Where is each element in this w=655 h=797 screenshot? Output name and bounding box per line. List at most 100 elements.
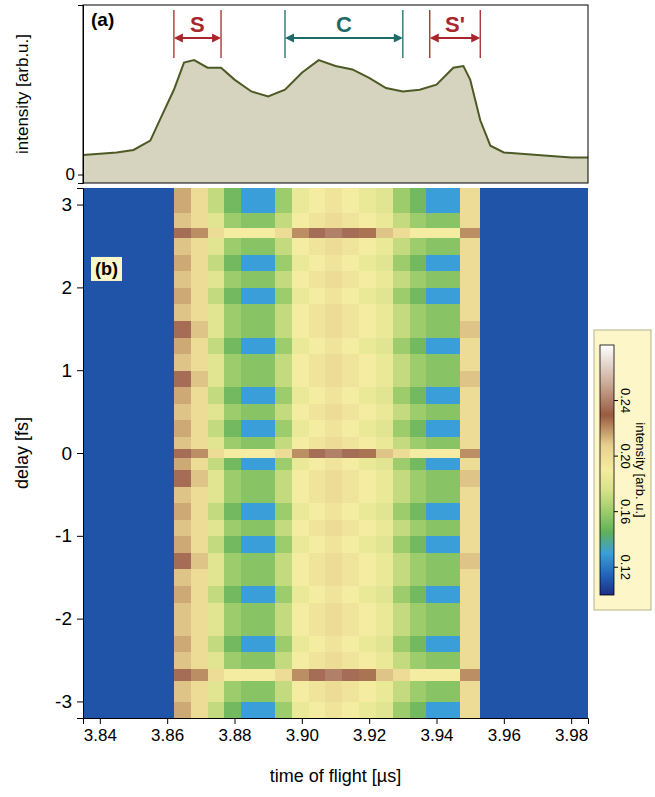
heatmap-cell	[191, 519, 208, 536]
heatmap-cell	[376, 668, 393, 681]
tick: 3.90	[286, 718, 319, 745]
heatmap-cell	[376, 681, 393, 702]
heatmap-cell	[376, 420, 393, 437]
tick: 3.96	[488, 718, 521, 745]
heatmap-cell	[480, 403, 588, 420]
heatmap-cell	[258, 552, 275, 569]
heatmap-cell	[275, 486, 292, 503]
heatmap-cell	[258, 486, 275, 503]
heatmap-cell	[426, 287, 443, 304]
heatmap-cell	[325, 420, 342, 437]
heatmap-cell	[325, 403, 342, 420]
heatmap-cell	[325, 681, 342, 702]
heatmap-cell	[292, 569, 309, 586]
panel-letter: (b)	[95, 259, 118, 279]
heatmap-cell	[309, 668, 326, 681]
heatmap-cell	[342, 470, 359, 487]
heatmap-cell	[325, 635, 342, 652]
heatmap-cell	[309, 536, 326, 553]
heatmap-cell	[325, 519, 342, 536]
heatmap-cell	[241, 519, 258, 536]
heatmap-cell	[174, 337, 191, 354]
heatmap-cell	[460, 569, 481, 586]
heatmap-cell	[275, 503, 292, 520]
heatmap-cell	[292, 354, 309, 371]
heatmap-cell	[376, 457, 393, 470]
x-axis-title: time of flight [µs]	[270, 766, 401, 786]
heatmap-cell	[174, 652, 191, 669]
heatmap-cell	[460, 370, 481, 387]
heatmap-cell	[224, 668, 241, 681]
heatmap-cell	[224, 337, 241, 354]
tick: 3	[61, 194, 83, 215]
heatmap-cell	[325, 586, 342, 603]
heatmap-cell	[174, 602, 191, 619]
annotation-arrow	[178, 37, 217, 39]
colorbar-tick	[614, 511, 618, 512]
heatmap-cell	[443, 387, 460, 404]
heatmap-cell	[480, 188, 588, 213]
heatmap-cell	[342, 552, 359, 569]
heatmap-cell	[309, 213, 326, 228]
heatmap-cell	[309, 701, 326, 718]
heatmap-cell	[208, 701, 225, 718]
heatmap-cell	[342, 619, 359, 636]
heatmap-cell	[376, 387, 393, 404]
heatmap-cell	[83, 403, 174, 420]
heatmap-cell	[376, 552, 393, 569]
heatmap-cell	[275, 254, 292, 271]
annotation-label: C	[336, 12, 352, 37]
heatmap-cell	[393, 701, 410, 718]
annotation: S	[174, 10, 221, 58]
heatmap-cell	[292, 213, 309, 228]
heatmap-cell	[83, 188, 174, 213]
heatmap-cell	[359, 457, 376, 470]
heatmap-cell	[443, 635, 460, 652]
colorbar-box	[594, 330, 651, 610]
heatmap-cell	[83, 228, 174, 238]
heatmap-cell	[443, 681, 460, 702]
heatmap-cell	[393, 635, 410, 652]
heatmap-cell	[275, 420, 292, 437]
heatmap-cell	[191, 188, 208, 213]
heatmap-cell	[393, 586, 410, 603]
heatmap-cell	[460, 602, 481, 619]
heatmap-cell	[208, 470, 225, 487]
heatmap-cell	[292, 228, 309, 238]
heatmap-cell	[325, 503, 342, 520]
heatmap-cell	[208, 449, 225, 458]
heatmap-cell	[460, 503, 481, 520]
heatmap-cell	[376, 436, 393, 449]
tick: 0	[61, 443, 83, 464]
heatmap-cell	[480, 470, 588, 487]
heatmap-cell	[241, 586, 258, 603]
heatmap-cell	[410, 602, 427, 619]
heatmap-cell	[208, 387, 225, 404]
heatmap-cell	[410, 635, 427, 652]
heatmap-cell	[410, 519, 427, 536]
heatmap-cell	[410, 586, 427, 603]
heatmap-cell	[174, 470, 191, 487]
heatmap-cell	[460, 254, 481, 271]
heatmap-cell	[258, 668, 275, 681]
heatmap-cell	[359, 436, 376, 449]
heatmap-cell	[208, 486, 225, 503]
heatmap-cell	[342, 668, 359, 681]
heatmap-cell	[309, 552, 326, 569]
colorbar-tick	[614, 400, 618, 401]
heatmap-cell	[275, 652, 292, 669]
heatmap-cell	[241, 287, 258, 304]
heatmap-cell	[342, 519, 359, 536]
heatmap-cell	[480, 503, 588, 520]
heatmap-cell	[342, 337, 359, 354]
heatmap-cell	[410, 287, 427, 304]
heatmap-cell	[241, 552, 258, 569]
heatmap-cell	[376, 213, 393, 228]
heatmap-cell	[325, 436, 342, 449]
heatmap-cell	[208, 420, 225, 437]
heatmap-cell	[275, 470, 292, 487]
heatmap-cell	[191, 403, 208, 420]
heatmap-cell	[359, 449, 376, 458]
heatmap-cell	[275, 188, 292, 213]
heatmap-cell	[410, 321, 427, 338]
